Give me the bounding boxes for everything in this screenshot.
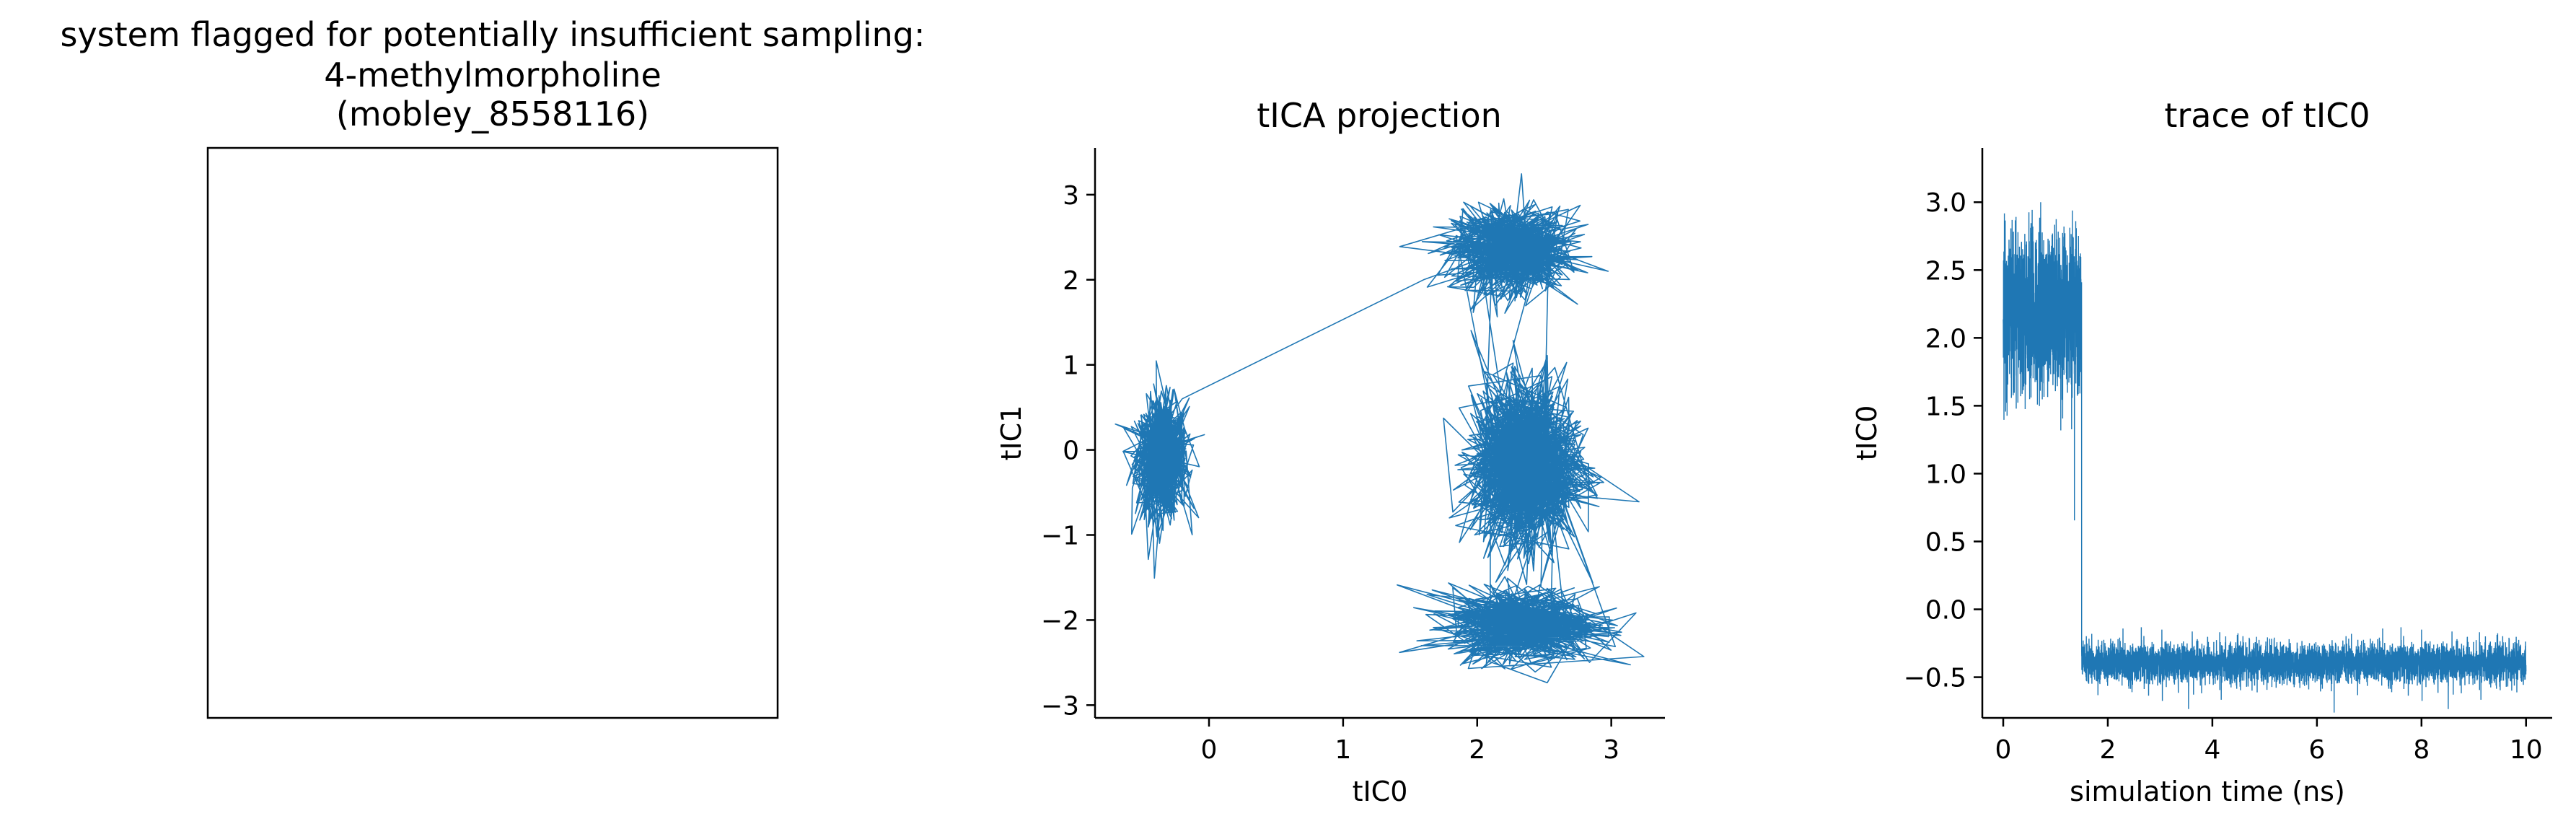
tica-x-ticks: 0 1 2 3 [1201, 718, 1619, 765]
tica-x-tick-label: 3 [1603, 735, 1619, 765]
tica-y-tick-label: 1 [1063, 351, 1079, 381]
trace-x-ticks: 0 2 4 6 8 10 [1995, 718, 2543, 765]
trace-x-tick-label: 6 [2308, 735, 2325, 765]
tica-y-tick-label: 2 [1063, 266, 1079, 296]
tica-y-tick-label: −3 [1041, 691, 1079, 721]
tica-y-ticks: −3 −2 −1 0 1 2 3 [1041, 181, 1095, 721]
trace-y-ticks: −0.5 0.0 0.5 1.0 1.5 2.0 2.5 3.0 [1904, 188, 1982, 693]
figure-title-line-3: (mobley_8558116) [336, 95, 649, 133]
trace-y-tick-label: 0.0 [1925, 596, 1966, 626]
tica-y-axis-label: tIC1 [995, 405, 1027, 461]
trace-y-tick-label: −0.5 [1904, 664, 1966, 693]
trace-y-tick-label: 0.5 [1925, 527, 1966, 557]
trace-x-tick-label: 10 [2510, 735, 2543, 765]
tica-y-tick-label: −2 [1041, 606, 1079, 636]
molecule-panel: system flagged for potentially insuffici… [60, 15, 926, 719]
tic0-trace-line [2003, 202, 2527, 713]
tica-x-axis-label: tIC0 [1353, 776, 1408, 807]
figure-title-line-2: 4-methylmorpholine [324, 56, 661, 95]
tica-x-tick-label: 0 [1201, 735, 1218, 765]
tica-y-tick-label: −1 [1041, 521, 1079, 551]
trace-x-tick-label: 4 [2204, 735, 2220, 765]
figure-title-line-1: system flagged for potentially insuffici… [60, 15, 925, 54]
tica-x-tick-label: 1 [1335, 735, 1351, 765]
trace-y-tick-label: 1.5 [1925, 392, 1966, 421]
tica-y-tick-label: 3 [1063, 181, 1079, 211]
tica-projection-series [1115, 173, 1645, 684]
tic0-trace-series [2003, 202, 2527, 713]
trace-y-tick-label: 3.0 [1925, 188, 1966, 218]
molecule-image-frame [206, 146, 779, 719]
trace-x-tick-label: 8 [2413, 735, 2430, 765]
trace-y-tick-label: 2.5 [1925, 256, 1966, 286]
tica-x-tick-label: 2 [1469, 735, 1485, 765]
trace-x-tick-label: 0 [1995, 735, 2012, 765]
trace-y-tick-label: 2.0 [1925, 324, 1966, 354]
trace-x-axis-label: simulation time (ns) [2070, 776, 2345, 807]
trace-x-tick-label: 2 [2099, 735, 2116, 765]
tic0-trace-panel: trace of tIC0 0 2 4 6 8 10 −0.5 0.0 0.5 1.0 1.5 2.… [1851, 96, 2552, 807]
trace-y-tick-label: 1.0 [1925, 460, 1966, 489]
tica-y-tick-label: 0 [1063, 437, 1079, 466]
trace-y-axis-label: tIC0 [1851, 405, 1883, 461]
tica-projection-panel: tICA projection 0 1 2 3 −3 −2 −1 0 1 2 3 tIC0 tIC… [995, 96, 1665, 807]
tic0-trace-title: trace of tIC0 [2164, 96, 2370, 135]
tica-trajectory-line [1115, 173, 1645, 684]
tica-projection-title: tICA projection [1257, 96, 1502, 135]
